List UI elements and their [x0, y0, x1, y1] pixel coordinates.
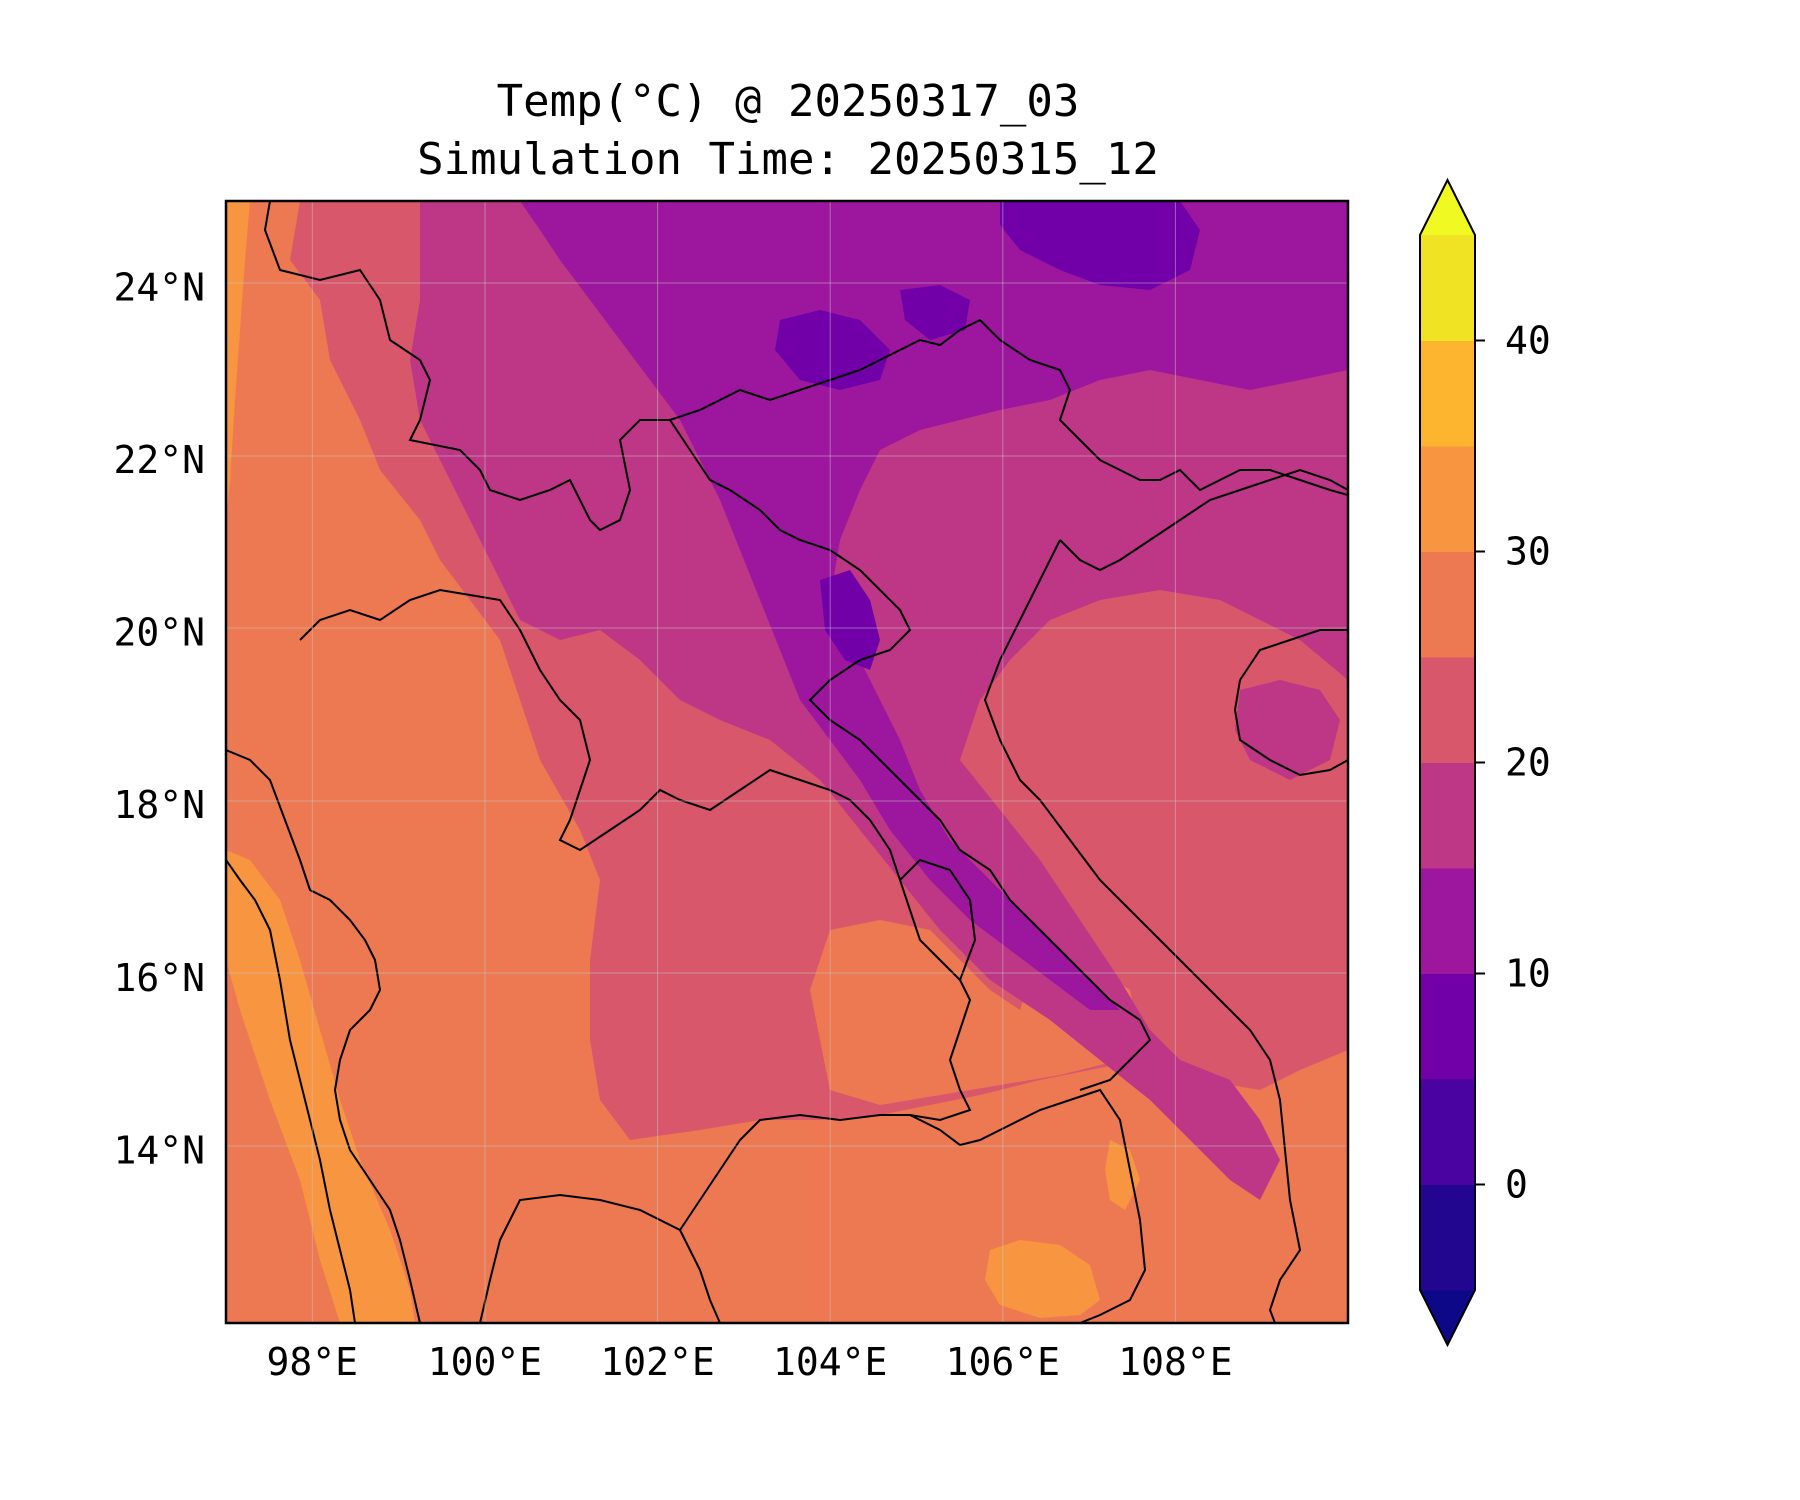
x-tick-label: 104°E — [773, 1340, 887, 1384]
border-thailand-laos — [299, 588, 972, 1122]
y-tick-label: 20°N — [113, 611, 205, 655]
band-10-15-north — [520, 201, 1348, 1010]
colorbar-segment — [1420, 973, 1475, 1080]
band-25-30-west — [226, 201, 1348, 1323]
y-tick-label: 18°N — [113, 783, 205, 827]
coastline-hainan — [1233, 629, 1348, 777]
colorbar-tick-label: 20 — [1505, 741, 1551, 785]
border-laos-vietnam — [669, 419, 1152, 1091]
border-china-north — [263, 201, 1348, 532]
y-axis-ticks: 24°N 22°N 20°N 18°N 16°N 14°N — [113, 265, 205, 1172]
border-laos-cambodia-west — [899, 858, 977, 981]
colorbar-segment — [1420, 657, 1475, 763]
map-frame — [224, 199, 1350, 1325]
gridlines — [226, 201, 1348, 1323]
x-tick-label: 106°E — [946, 1340, 1060, 1384]
y-tick-label: 16°N — [113, 956, 205, 1000]
map-title-line1: Temp(°C) @ 20250317_03 — [497, 76, 1080, 127]
colorbar-extend-min — [1420, 1290, 1475, 1345]
colorbar-segment — [1420, 446, 1475, 552]
temperature-field — [226, 201, 1348, 1323]
colorbar-tick-label: 40 — [1505, 319, 1551, 363]
colorbar-segment — [1420, 1079, 1475, 1185]
colorbar-segment — [1420, 235, 1475, 341]
colorbar-outline — [1419, 177, 1476, 1348]
colorbar-segment — [1420, 340, 1475, 447]
colorbar: 0 10 20 30 40 — [1419, 177, 1551, 1348]
colorbar-tick-label: 0 — [1505, 1163, 1528, 1207]
colorbar-segment — [1420, 762, 1475, 869]
band-30-35-myanmar-coast — [226, 850, 415, 1323]
map-title-line2: Simulation Time: 20250315_12 — [417, 134, 1159, 185]
boundaries — [226, 201, 1348, 1323]
colorbar-tick-label: 10 — [1505, 952, 1551, 996]
x-tick-label: 100°E — [428, 1340, 542, 1384]
map-panel — [224, 199, 1350, 1325]
x-tick-label: 102°E — [600, 1340, 714, 1384]
colorbar-segment — [1420, 1184, 1475, 1291]
band-30-35-west-strip — [226, 201, 250, 520]
band-30-35-east-patch — [1105, 1140, 1140, 1210]
band-5-10-laos — [820, 570, 880, 670]
y-tick-label: 14°N — [113, 1128, 205, 1172]
coastline-vietnam — [983, 468, 1348, 1323]
x-tick-label: 108°E — [1118, 1340, 1232, 1384]
y-tick-label: 22°N — [113, 438, 205, 482]
x-axis-ticks: 98°E 100°E 102°E 104°E 106°E 108°E — [267, 1340, 1233, 1384]
colorbar-tick-label: 30 — [1505, 530, 1551, 574]
colorbar-segment — [1420, 551, 1475, 658]
band-5-10-north-1 — [1000, 201, 1200, 290]
band-5-10-north-3 — [900, 285, 970, 340]
band-30-35-cambodia — [985, 1240, 1100, 1318]
border-cambodia — [679, 1088, 1147, 1323]
coastline-myanmar — [226, 859, 356, 1323]
coastline-gulf-thailand — [479, 1193, 721, 1323]
x-tick-label: 98°E — [267, 1340, 359, 1384]
y-tick-label: 24°N — [113, 265, 205, 309]
colorbar-extend-max — [1420, 180, 1475, 235]
colorbar-segment — [1420, 868, 1475, 974]
border-myanmar-thailand — [226, 749, 421, 1323]
band-25-30-gulf — [1010, 630, 1260, 770]
